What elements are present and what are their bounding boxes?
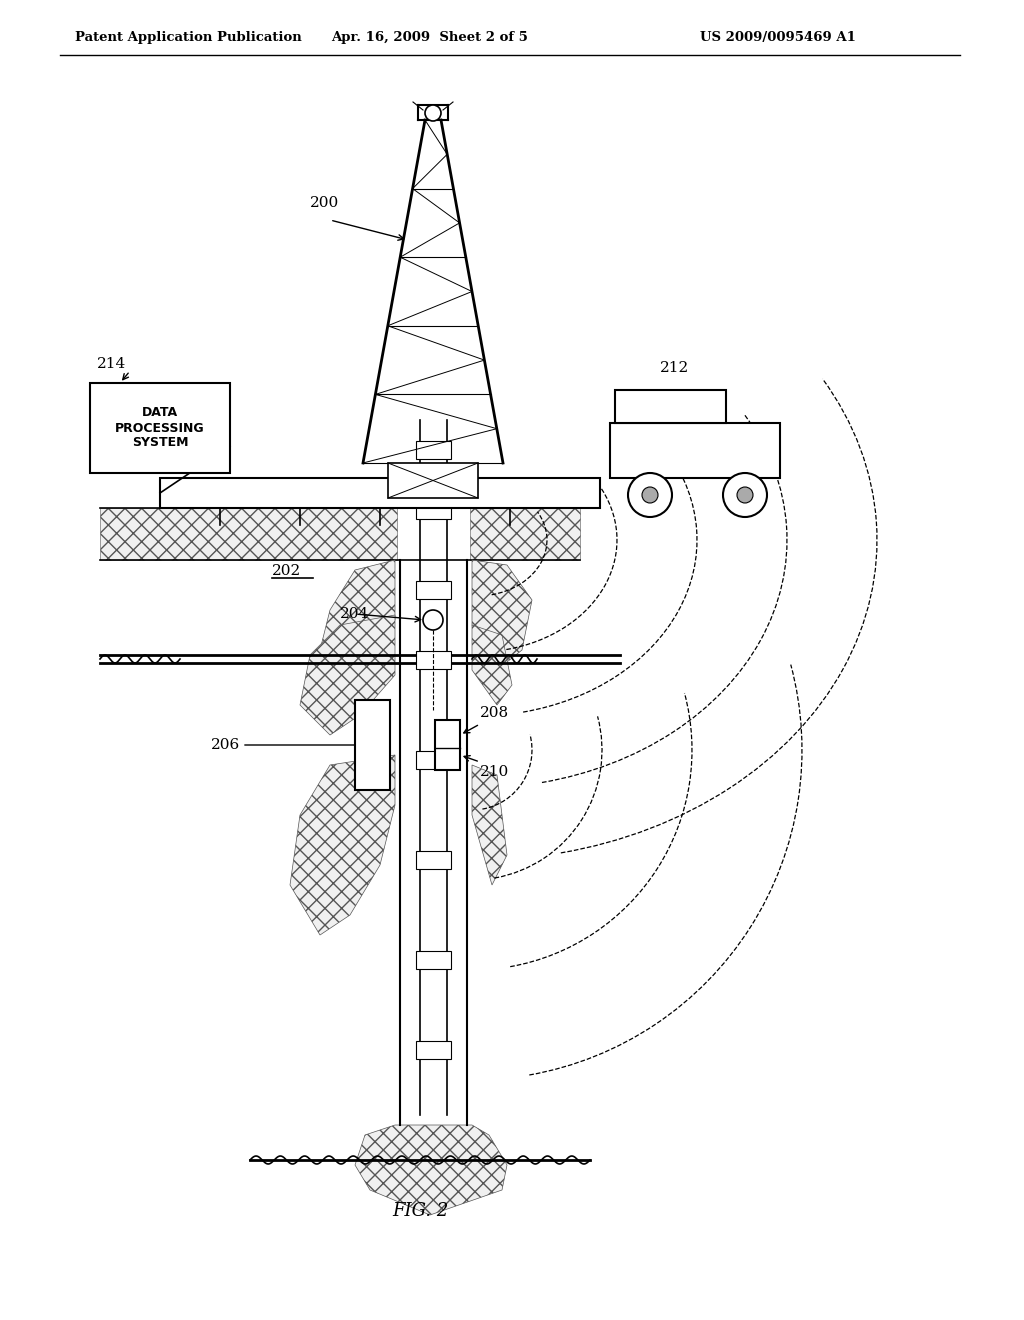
Bar	[416, 950, 451, 969]
Bar	[388, 463, 478, 498]
Bar	[416, 751, 451, 770]
Circle shape	[642, 487, 658, 503]
Circle shape	[425, 106, 441, 121]
Polygon shape	[100, 508, 397, 560]
Bar	[160, 478, 600, 508]
Polygon shape	[472, 560, 532, 671]
Polygon shape	[472, 624, 512, 705]
Text: 214: 214	[97, 356, 126, 371]
Text: 206: 206	[211, 738, 240, 752]
Polygon shape	[300, 615, 395, 735]
Bar	[615, 389, 725, 422]
Bar	[416, 651, 451, 669]
Bar	[610, 422, 780, 478]
Text: 210: 210	[480, 766, 509, 779]
Circle shape	[723, 473, 767, 517]
Bar	[355, 700, 390, 789]
Polygon shape	[290, 755, 395, 935]
Text: FIG. 2: FIG. 2	[392, 1203, 449, 1220]
Circle shape	[737, 487, 753, 503]
Bar	[416, 1041, 451, 1059]
Text: Patent Application Publication: Patent Application Publication	[75, 30, 302, 44]
Text: Apr. 16, 2009  Sheet 2 of 5: Apr. 16, 2009 Sheet 2 of 5	[332, 30, 528, 44]
Polygon shape	[355, 1125, 507, 1214]
Bar	[416, 441, 451, 459]
Text: 200: 200	[310, 195, 339, 210]
Text: US 2009/0095469 A1: US 2009/0095469 A1	[700, 30, 856, 44]
Polygon shape	[319, 560, 395, 680]
Bar	[416, 581, 451, 599]
Text: 208: 208	[480, 706, 509, 719]
Text: 202: 202	[272, 564, 301, 578]
Text: 204: 204	[340, 607, 370, 620]
Bar	[416, 851, 451, 869]
Circle shape	[628, 473, 672, 517]
Bar	[90, 383, 230, 473]
Text: 212: 212	[660, 360, 689, 375]
Bar	[416, 502, 451, 519]
Polygon shape	[472, 766, 507, 884]
Bar	[435, 719, 460, 770]
Circle shape	[423, 610, 443, 630]
Text: DATA
PROCESSING
SYSTEM: DATA PROCESSING SYSTEM	[115, 407, 205, 450]
Polygon shape	[470, 508, 580, 560]
